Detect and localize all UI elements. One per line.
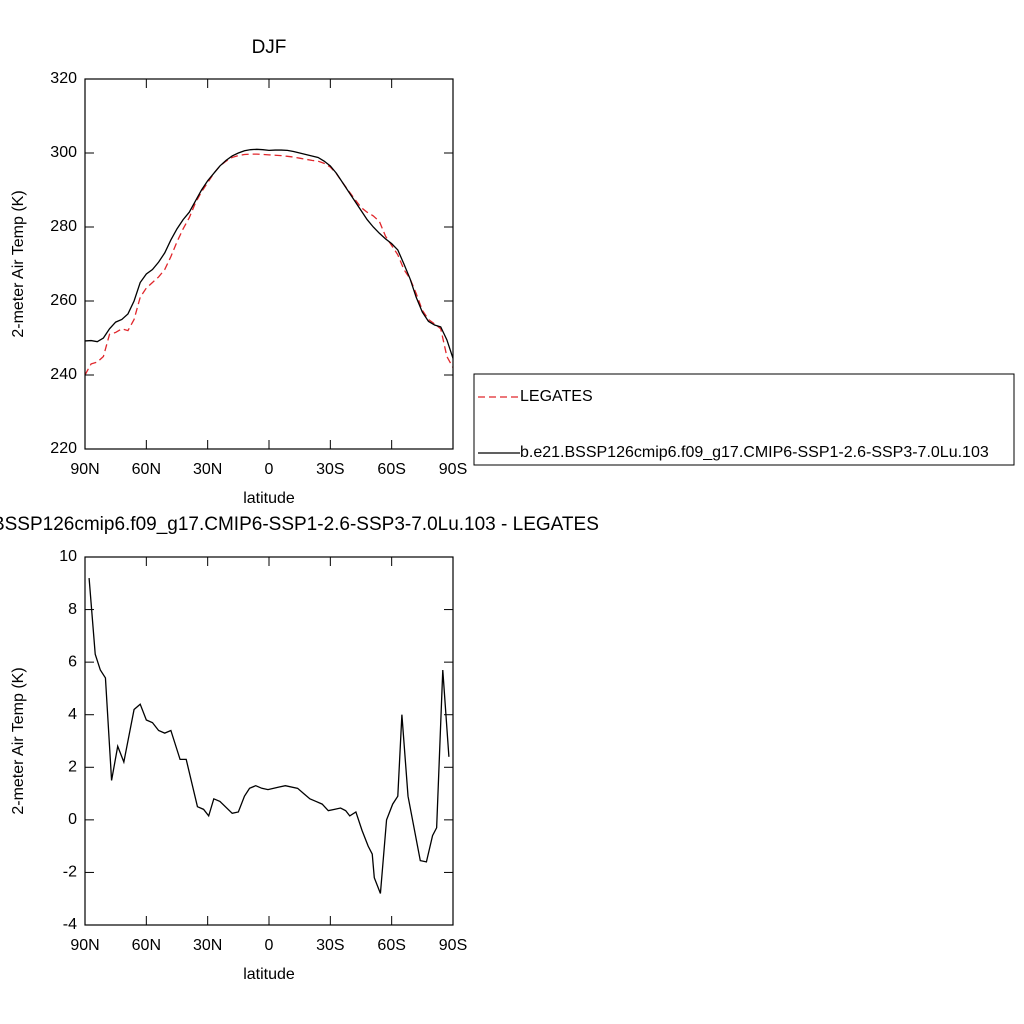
y-tick-label: 8 <box>68 601 77 618</box>
y-tick-label: 0 <box>68 811 77 828</box>
chart-title: DJF <box>252 37 287 58</box>
y-tick-label: 320 <box>50 70 77 87</box>
y-tick-label: -2 <box>63 864 77 881</box>
y-tick-label: 220 <box>50 440 77 457</box>
x-tick-label: 90S <box>439 461 467 478</box>
legend-label: b.e21.BSSP126cmip6.f09_g17.CMIP6-SSP1-2.… <box>520 444 989 461</box>
x-axis-label: latitude <box>243 490 295 507</box>
y-tick-label: 280 <box>50 218 77 235</box>
y-tick-label: 4 <box>68 706 77 723</box>
x-tick-label: 60S <box>377 937 405 954</box>
x-tick-label: 90N <box>70 461 99 478</box>
legend-box <box>473 373 1015 466</box>
x-tick-label: 30N <box>193 461 222 478</box>
y-tick-label: 6 <box>68 653 77 670</box>
data-line <box>84 148 454 359</box>
x-tick-label: 60S <box>377 461 405 478</box>
x-tick-label: 0 <box>265 937 274 954</box>
x-tick-label: 90N <box>70 937 99 954</box>
y-tick-label: 260 <box>50 292 77 309</box>
x-tick-label: 30S <box>316 937 344 954</box>
x-tick-label: 30N <box>193 937 222 954</box>
legend-label: LEGATES <box>520 388 593 405</box>
x-tick-label: 60N <box>132 937 161 954</box>
y-tick-label: -4 <box>63 916 77 933</box>
plot-frame <box>84 78 454 450</box>
y-axis-label: 2-meter Air Temp (K) <box>10 667 27 814</box>
y-tick-label: 2 <box>68 759 77 776</box>
x-tick-label: 90S <box>439 937 467 954</box>
x-axis-label: latitude <box>243 966 295 983</box>
y-tick-label: 10 <box>59 548 77 565</box>
y-axis-label: 2-meter Air Temp (K) <box>10 190 27 337</box>
y-tick-label: 300 <box>50 144 77 161</box>
x-tick-label: 60N <box>132 461 161 478</box>
x-tick-label: 0 <box>265 461 274 478</box>
y-tick-label: 240 <box>50 366 77 383</box>
x-tick-label: 30S <box>316 461 344 478</box>
plot-frame <box>84 556 454 926</box>
data-line <box>88 577 450 894</box>
data-line <box>84 153 454 376</box>
chart-title: b.e21.BSSP126cmip6.f09_g17.CMIP6-SSP1-2.… <box>0 514 599 535</box>
